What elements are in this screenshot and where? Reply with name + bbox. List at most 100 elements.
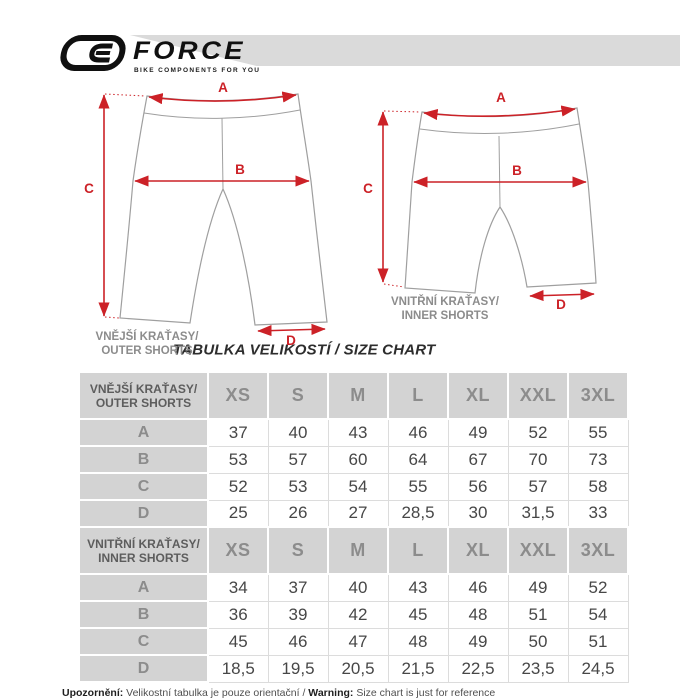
banner-title: TABULKA VELIKOSTÍ / SIZE CHART [173,341,436,359]
size-value: 37 [207,418,269,447]
size-value: 49 [447,627,509,656]
size-header: XXL [507,526,569,575]
note-label-en: Warning: [308,686,354,699]
size-value: 24,5 [567,654,629,683]
dim-b-label: B [512,163,522,178]
size-header: XS [207,526,269,575]
size-value: 64 [387,445,449,474]
size-value: 47 [327,627,389,656]
outer-section-header-row: VNĚJŠÍ KRAŤASY/ OUTER SHORTS XS S M L XL… [78,371,629,420]
size-value: 53 [267,472,329,501]
size-value: 42 [327,600,389,629]
size-value: 21,5 [387,654,449,683]
table-row: C 52 53 54 55 56 57 58 [78,472,629,501]
size-value: 27 [327,499,389,528]
size-value: 52 [207,472,269,501]
inner-caption-line1: VNITŘNÍ KRAŤASY/ [391,296,499,308]
dim-b-label: B [235,162,245,177]
outer-section-label: VNĚJŠÍ KRAŤASY/ OUTER SHORTS [78,371,209,420]
outer-shorts-caption: VNĚJŠÍ KRAŤASY/ OUTER SHORTS [80,331,214,358]
size-value: 25 [207,499,269,528]
warning-note: Upozornění: Velikostní tabulka je pouze … [62,687,495,699]
dimension-label: C [78,627,209,656]
size-value: 31,5 [507,499,569,528]
size-value: 55 [567,418,629,447]
size-value: 51 [507,600,569,629]
dim-a-arrow [148,91,297,105]
outer-shorts-diagram: A B C D [84,82,328,348]
size-value: 49 [507,573,569,602]
dimension-label: A [78,573,209,602]
outer-caption-line2: OUTER SHORTS [101,344,193,357]
inner-section-header-row: VNITŘNÍ KRAŤASY/ INNER SHORTS XS S M L X… [78,526,629,575]
size-header: M [327,526,389,575]
size-value: 19,5 [267,654,329,683]
dim-c-guide-top [104,93,146,97]
table-row: D 18,5 19,5 20,5 21,5 22,5 23,5 24,5 [78,654,629,683]
dim-d-arrow [257,323,326,337]
size-header: 3XL [567,371,629,420]
table-row: C 45 46 47 48 49 50 51 [78,627,629,656]
size-value: 40 [267,418,329,447]
brand-tagline: BIKE COMPONENTS FOR YOU [134,67,261,74]
size-header: M [327,371,389,420]
dim-c-label: C [363,181,373,196]
dim-a-label: A [496,90,506,105]
size-value: 58 [567,472,629,501]
dim-c-guide-top [383,110,421,113]
size-header: XL [447,526,509,575]
table-row: A 37 40 43 46 49 52 55 [78,418,629,447]
size-value: 51 [567,627,629,656]
dimension-label: C [78,472,209,501]
size-table: VNĚJŠÍ KRAŤASY/ OUTER SHORTS XS S M L XL… [78,371,629,683]
size-value: 36 [207,600,269,629]
size-value: 39 [267,600,329,629]
size-value: 18,5 [207,654,269,683]
inner-shorts-caption: VNITŘNÍ KRAŤASY/ INNER SHORTS [375,296,515,323]
size-value: 60 [327,445,389,474]
size-value: 56 [447,472,509,501]
dimension-label: B [78,445,209,474]
size-value: 28,5 [387,499,449,528]
size-value: 40 [327,573,389,602]
size-value: 57 [507,472,569,501]
size-value: 48 [447,600,509,629]
outer-shorts-outline [119,93,328,326]
size-value: 45 [207,627,269,656]
inner-waistband-seam [419,123,580,134]
dim-c-label: C [84,181,94,196]
table-row: B 36 39 42 45 48 51 54 [78,600,629,629]
size-value: 54 [327,472,389,501]
dim-d-arrow [529,288,595,302]
size-value: 26 [267,499,329,528]
inner-shorts-diagram: A B C D [363,90,597,312]
size-header: XXL [507,371,569,420]
dimension-label: B [78,600,209,629]
size-value: 48 [387,627,449,656]
size-value: 43 [387,573,449,602]
note-text-en: Size chart is just for reference [353,686,496,699]
size-value: 49 [447,418,509,447]
dimension-label: D [78,654,209,683]
note-text-cz: Velikostní tabulka je pouze orientační / [123,686,309,699]
table-row: A 34 37 40 43 46 49 52 [78,573,629,602]
size-value: 46 [387,418,449,447]
size-value: 67 [447,445,509,474]
size-value: 70 [507,445,569,474]
size-value: 33 [567,499,629,528]
size-value: 57 [267,445,329,474]
size-value: 22,5 [447,654,509,683]
size-header: XS [207,371,269,420]
dim-c-guide-bottom [104,316,120,319]
size-value: 54 [567,600,629,629]
size-value: 37 [267,573,329,602]
dimension-label: D [78,499,209,528]
size-value: 52 [507,418,569,447]
outer-caption-line1: VNĚJŠÍ KRAŤASY/ [95,331,199,343]
size-header: L [387,371,449,420]
table-row: B 53 57 60 64 67 70 73 [78,445,629,474]
size-value: 45 [387,600,449,629]
size-value: 73 [567,445,629,474]
dim-c-guide-bottom [383,283,405,288]
